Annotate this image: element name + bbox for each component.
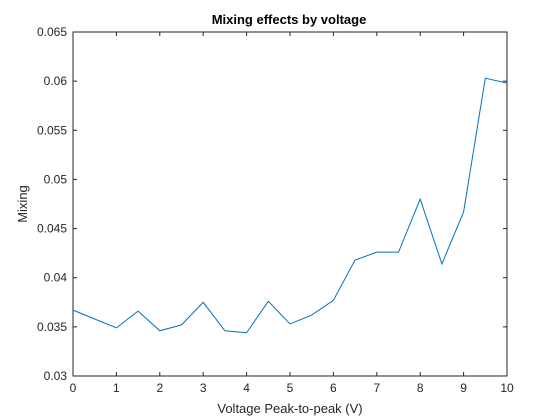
y-tick-label: 0.045: [37, 222, 67, 236]
x-tick-label: 5: [287, 381, 294, 395]
x-tick-label: 3: [200, 381, 207, 395]
y-tick-label: 0.06: [44, 74, 68, 88]
y-tick-label: 0.055: [37, 123, 67, 137]
x-axis: 0 1 2 3 4 5 6 7 8 9 10: [70, 32, 514, 395]
x-tick-label: 0: [70, 381, 77, 395]
series-layer: [72, 77, 508, 334]
y-tick-label: 0.065: [37, 25, 67, 39]
x-axis-label: Voltage Peak-to-peak (V): [217, 401, 362, 416]
x-tick-label: 7: [373, 381, 380, 395]
x-tick-label: 10: [500, 381, 514, 395]
y-tick-label: 0.03: [44, 369, 68, 383]
series-line: [72, 77, 508, 334]
x-tick-label: 9: [460, 381, 467, 395]
x-tick-label: 1: [113, 381, 120, 395]
y-tick-label: 0.05: [44, 172, 68, 186]
plot-area: [72, 31, 508, 377]
chart-title: Mixing effects by voltage: [212, 12, 367, 27]
x-tick-label: 6: [330, 381, 337, 395]
y-tick-label: 0.035: [37, 320, 67, 334]
x-tick-label: 2: [156, 381, 163, 395]
x-tick-label: 4: [243, 381, 250, 395]
y-tick-label: 0.04: [44, 271, 68, 285]
x-tick-label: 8: [417, 381, 424, 395]
y-axis: 0.03 0.035 0.04 0.045 0.05 0.055 0.06 0.065: [37, 25, 507, 383]
y-axis-label: Mixing: [15, 185, 30, 223]
